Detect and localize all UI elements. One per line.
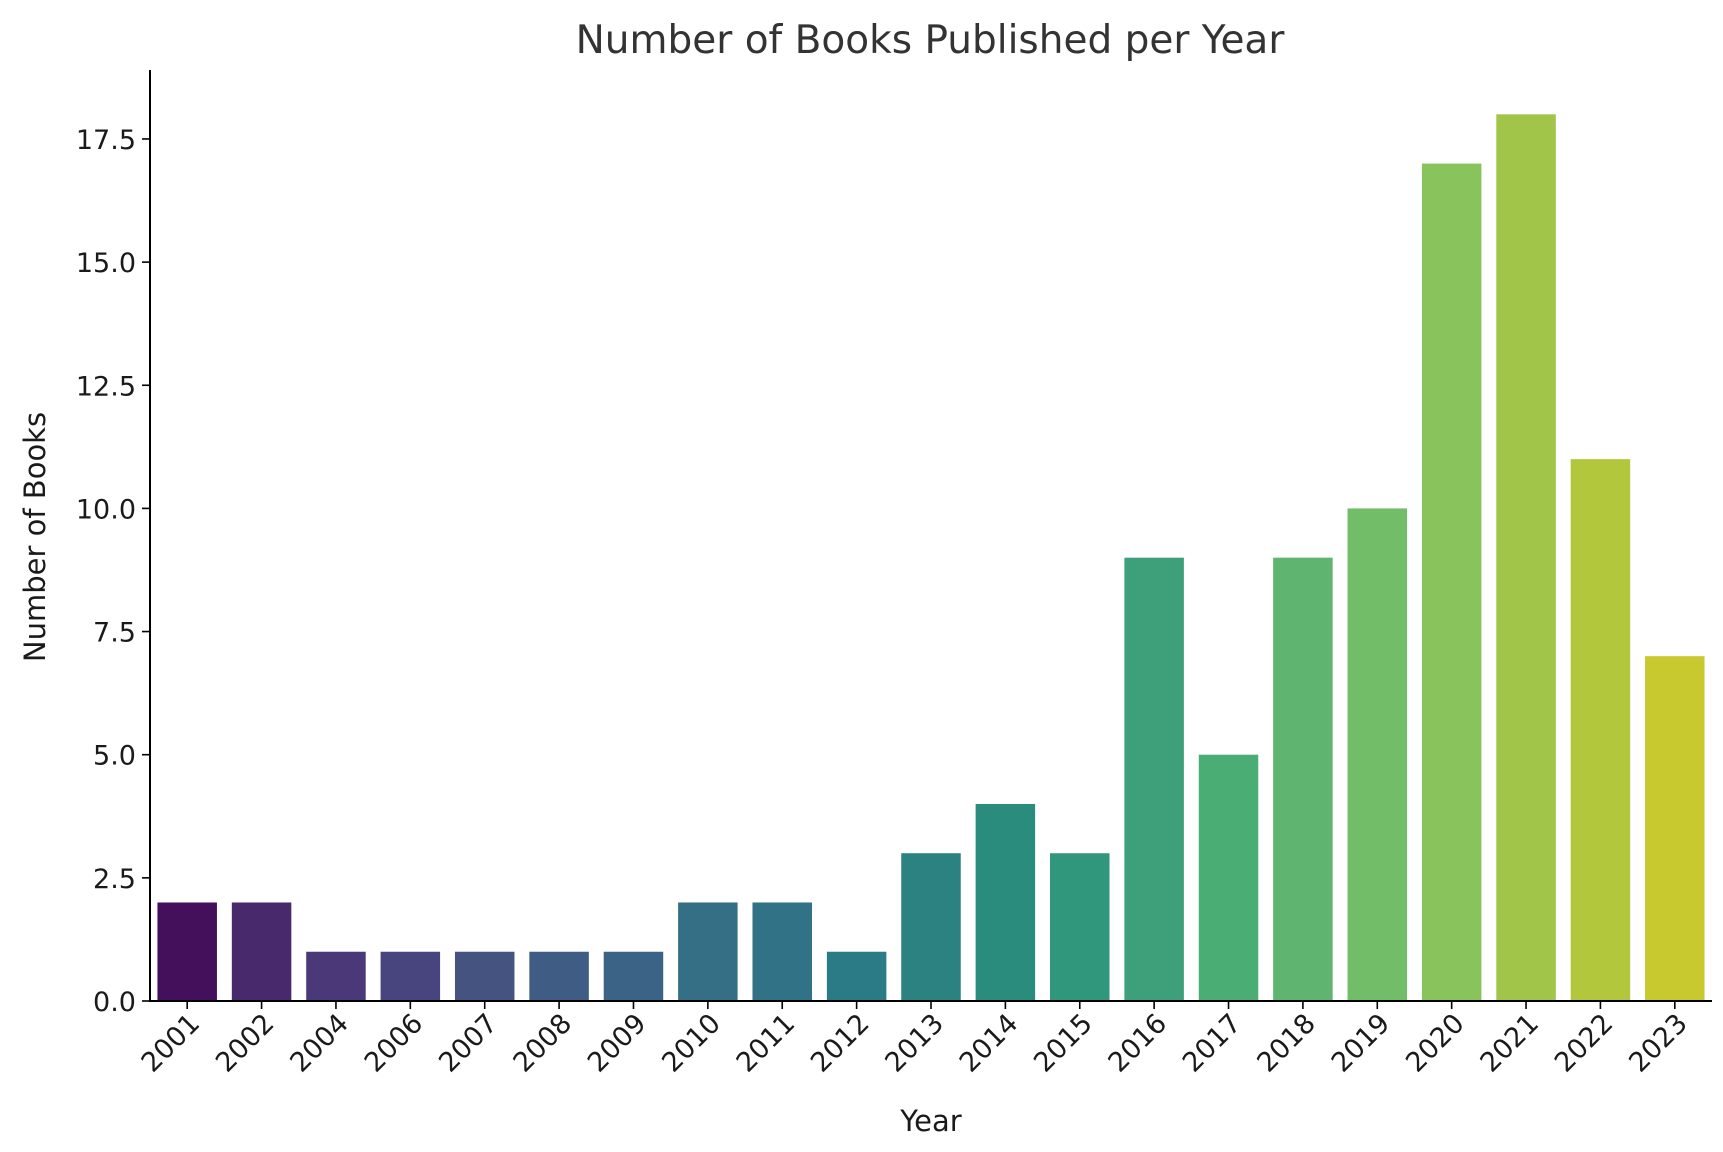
bar-2002 [231,902,292,1001]
x-tick-label-2022: 2022 [1549,1008,1620,1079]
x-tick-label-2009: 2009 [582,1008,653,1079]
x-tick-label-2016: 2016 [1103,1008,1174,1079]
x-tick-label-2017: 2017 [1177,1008,1248,1079]
bar-2012 [826,951,887,1001]
x-tick-label-2014: 2014 [954,1008,1025,1079]
bar-2011 [752,902,812,1001]
bar-2016 [1124,557,1184,1001]
bars-group [157,114,1705,1002]
bar-2023 [1645,656,1705,1001]
x-tick-label-2006: 2006 [359,1008,430,1079]
bar-2014 [975,803,1036,1001]
x-tick-label-2002: 2002 [210,1008,281,1079]
bar-2022 [1570,459,1631,1001]
bar-2006 [380,951,441,1001]
bar-2013 [901,853,961,1001]
y-tick-label-6: 15.0 [76,248,136,279]
y-axis-label: Number of Books [18,412,52,662]
bar-2007 [454,951,515,1001]
y-tick-label-4: 10.0 [76,494,136,525]
x-axis-label: Year [899,1104,961,1138]
x-tick-label-2008: 2008 [508,1008,579,1079]
x-tick-label-2018: 2018 [1251,1008,1322,1079]
x-tick-label-2007: 2007 [433,1008,504,1079]
bar-2021 [1496,114,1556,1001]
bar-2017 [1198,754,1259,1001]
x-axis: 2001 2002 2004 2006 2007 2008 2009 2010 2011 2012… [136,1001,1694,1079]
y-tick-label-1: 2.5 [93,864,136,895]
bar-2001 [157,902,217,1001]
bar-2019 [1347,508,1408,1001]
x-tick-label-2001: 2001 [136,1008,207,1079]
y-axis: 0.0 2.5 5.0 7.5 10.0 12.5 15.0 17.5 [76,125,150,1018]
y-tick-label-2: 5.0 [93,741,136,772]
x-tick-label-2010: 2010 [656,1008,727,1079]
x-tick-label-2011: 2011 [731,1008,802,1079]
x-tick-label-2021: 2021 [1474,1008,1545,1079]
y-tick-label-5: 12.5 [76,371,136,402]
x-tick-label-2004: 2004 [284,1008,355,1079]
bar-2009 [603,951,664,1001]
chart-title: Number of Books Published per Year [576,18,1286,63]
y-tick-label-0: 0.0 [93,987,136,1018]
bar-2018 [1273,557,1333,1001]
y-tick-label-7: 17.5 [76,125,136,156]
bar-2015 [1050,853,1110,1001]
bar-2010 [678,902,738,1001]
x-tick-label-2015: 2015 [1028,1008,1099,1079]
x-tick-label-2013: 2013 [879,1008,950,1079]
x-tick-label-2012: 2012 [805,1008,876,1079]
bar-2008 [529,951,589,1001]
bar-2020 [1421,163,1482,1002]
bar-2004 [306,951,366,1001]
x-tick-label-2019: 2019 [1326,1008,1397,1079]
x-tick-label-2020: 2020 [1400,1008,1471,1079]
x-tick-label-2023: 2023 [1623,1008,1694,1079]
y-tick-label-3: 7.5 [93,618,136,649]
